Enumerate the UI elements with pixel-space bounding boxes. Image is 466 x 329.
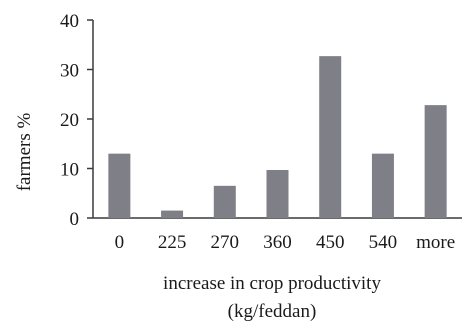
bar-360 (266, 169, 289, 218)
bar-450 (319, 56, 342, 219)
y-tick-label: 30 (60, 61, 79, 82)
x-tick-label: more (416, 232, 455, 253)
bar-0 (108, 153, 131, 218)
y-tick-label: 0 (70, 209, 80, 230)
x-tick-label: 270 (211, 232, 240, 253)
x-tick-label: 450 (316, 232, 345, 253)
x-tick-label: 225 (158, 232, 187, 253)
x-axis-label-line-2: (kg/feddan) (228, 301, 317, 322)
y-axis-label: farmers % (14, 113, 35, 192)
y-tick-label: 10 (60, 160, 79, 181)
bar-270 (213, 185, 236, 218)
bar-225 (161, 210, 184, 218)
x-tick-label: 0 (115, 232, 125, 253)
bar-540 (371, 153, 394, 218)
y-tick-label: 40 (60, 11, 79, 32)
x-tick-label: 360 (263, 232, 292, 253)
x-tick-label: 540 (369, 232, 398, 253)
bars (108, 56, 447, 219)
x-axis-label-line-1: increase in crop productivity (163, 273, 381, 294)
tick-labels: 0 10 20 30 40 0 225 270 360 450 540 more (60, 11, 455, 253)
y-tick-label: 20 (60, 110, 79, 131)
bar-more (424, 105, 447, 218)
